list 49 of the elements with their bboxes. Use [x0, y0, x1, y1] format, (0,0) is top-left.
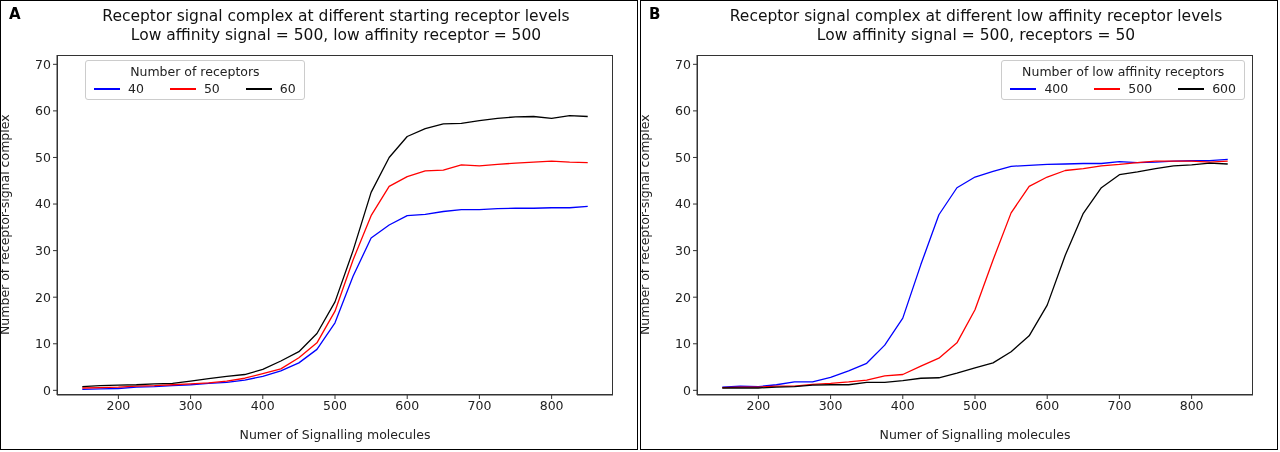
x-axis-title: Numer of Signalling molecules: [879, 427, 1071, 442]
x-tick-label: 500: [323, 397, 347, 413]
chart-title: Receptor signal complex at different low affinity receptor levels: [728, 7, 1224, 26]
y-tick-label: 60: [675, 103, 692, 119]
x-axis-title: Numer of Signalling molecules: [239, 427, 431, 442]
y-tick-label: 60: [35, 103, 52, 119]
y-tick-label: 0: [43, 382, 52, 398]
legend-label: 500: [1128, 81, 1153, 96]
line-series: [81, 114, 589, 388]
y-tick-label: 30: [35, 243, 52, 259]
y-tick-label: 10: [35, 336, 52, 352]
y-tick-label: 30: [675, 243, 692, 259]
y-tick-label: 50: [675, 149, 692, 165]
y-tick-label: 40: [675, 196, 692, 212]
legend-label: 400: [1044, 81, 1069, 96]
x-tick-label: 800: [539, 397, 564, 413]
chart-subtitle: Low affinity signal = 500, low affinity receptor = 500: [129, 26, 543, 45]
legend-label: 40: [128, 81, 144, 96]
x-tick-label: 200: [746, 397, 771, 413]
line-series: [81, 160, 589, 389]
line-series: [81, 205, 589, 391]
x-tick-label: 700: [467, 397, 492, 413]
x-tick-label: 200: [106, 397, 131, 413]
x-tick-label: 500: [963, 397, 987, 413]
x-tick-label: 800: [1179, 397, 1204, 413]
y-tick-label: 20: [675, 289, 692, 305]
x-tick-label: 600: [1035, 397, 1060, 413]
y-tick-label: 70: [35, 56, 52, 72]
y-tick-label: 0: [683, 382, 692, 398]
chart-title: Receptor signal complex at different starting receptor levels: [101, 7, 571, 26]
y-tick-label: 10: [675, 336, 692, 352]
y-tick-label: 20: [35, 289, 52, 305]
chart-subtitle: Low affinity signal = 500, receptors = 50: [815, 26, 1137, 45]
text: B: [649, 5, 661, 23]
legend-label: 60: [279, 81, 296, 96]
y-tick-label: 50: [35, 149, 52, 165]
x-tick-label: 400: [250, 397, 275, 413]
legend-label: 50: [203, 81, 220, 96]
y-tick-label: 40: [35, 196, 52, 212]
y-tick-label: 70: [675, 56, 692, 72]
x-tick-label: 300: [818, 397, 843, 413]
x-tick-label: 600: [395, 397, 420, 413]
legend-label: 600: [1212, 81, 1236, 96]
text: A: [9, 5, 21, 23]
x-tick-label: 400: [890, 397, 915, 413]
legend-title: Number of low affinity receptors: [1021, 64, 1226, 79]
x-tick-label: 700: [1107, 397, 1132, 413]
x-tick-label: 300: [178, 397, 203, 413]
legend-title: Number of receptors: [129, 64, 261, 79]
